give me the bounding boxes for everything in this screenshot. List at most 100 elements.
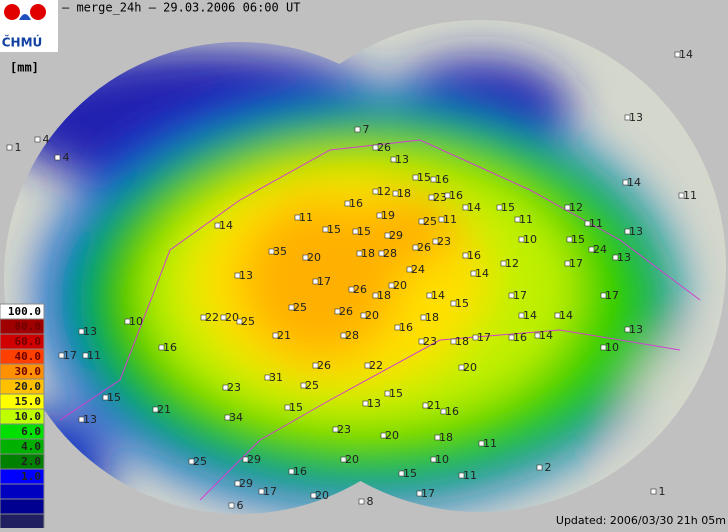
station-marker xyxy=(82,352,89,359)
station-marker xyxy=(420,314,427,321)
station-marker xyxy=(390,156,397,163)
station-value: 23 xyxy=(433,191,447,204)
station-value: 16 xyxy=(445,405,459,418)
station-marker xyxy=(584,220,591,227)
station-marker xyxy=(462,204,469,211)
station-value: 13 xyxy=(617,251,631,264)
station-marker xyxy=(302,254,309,261)
station-marker xyxy=(384,232,391,239)
station-value: 15 xyxy=(389,387,403,400)
station-marker xyxy=(312,362,319,369)
legend-swatch xyxy=(0,483,45,500)
station-marker xyxy=(518,236,525,243)
station-value: 10 xyxy=(435,453,449,466)
station-marker xyxy=(508,292,515,299)
station-marker xyxy=(354,126,361,133)
station-marker xyxy=(158,344,165,351)
station-marker xyxy=(214,222,221,229)
station-value: 20 xyxy=(315,489,329,502)
station-value: 10 xyxy=(523,233,537,246)
station-marker xyxy=(294,214,301,221)
station-marker xyxy=(322,226,329,233)
station-marker xyxy=(554,312,561,319)
station-marker xyxy=(458,364,465,371)
station-marker xyxy=(478,440,485,447)
station-marker xyxy=(372,144,379,151)
unit-label: [mm] xyxy=(10,61,39,75)
station-value: 20 xyxy=(463,361,477,374)
station-value: 26 xyxy=(417,241,431,254)
station-value: 13 xyxy=(239,269,253,282)
station-marker xyxy=(450,300,457,307)
station-marker xyxy=(564,204,571,211)
station-marker xyxy=(434,434,441,441)
station-value: 15 xyxy=(403,467,417,480)
legend-label: 4.0 xyxy=(21,440,41,453)
station-marker xyxy=(440,408,447,415)
station-marker xyxy=(152,406,159,413)
station-value: 4 xyxy=(43,133,50,146)
station-marker xyxy=(500,260,507,267)
station-marker xyxy=(222,384,229,391)
station-value: 19 xyxy=(381,209,395,222)
station-value: 29 xyxy=(239,477,253,490)
station-value: 12 xyxy=(377,185,391,198)
station-marker xyxy=(472,334,479,341)
station-value: 20 xyxy=(225,311,239,324)
legend-label: 2.0 xyxy=(21,455,41,468)
station-value: 14 xyxy=(523,309,537,322)
station-marker xyxy=(518,312,525,319)
station-marker xyxy=(678,192,685,199)
station-marker xyxy=(288,304,295,311)
station-value: 16 xyxy=(293,465,307,478)
station-marker xyxy=(406,266,413,273)
legend-label: 20.0 xyxy=(15,380,42,393)
station-marker xyxy=(340,456,347,463)
station-value: 16 xyxy=(435,173,449,186)
station-marker xyxy=(360,312,367,319)
station-value: 2 xyxy=(545,461,552,474)
station-value: 14 xyxy=(219,219,233,232)
station-value: 17 xyxy=(63,349,77,362)
station-marker xyxy=(496,204,503,211)
legend-label: 6.0 xyxy=(21,425,41,438)
station-marker xyxy=(412,174,419,181)
station-value: 21 xyxy=(427,399,441,412)
station-value: 17 xyxy=(569,257,583,270)
station-value: 25 xyxy=(293,301,307,314)
station-value: 22 xyxy=(369,359,383,372)
station-value: 13 xyxy=(629,323,643,336)
station-marker xyxy=(54,154,61,161)
station-marker xyxy=(566,236,573,243)
station-value: 25 xyxy=(241,315,255,328)
station-value: 6 xyxy=(237,499,244,512)
station-marker xyxy=(58,352,65,359)
station-marker xyxy=(372,292,379,299)
station-value: 18 xyxy=(455,335,469,348)
station-value: 18 xyxy=(397,187,411,200)
station-marker xyxy=(234,480,241,487)
logo-mark xyxy=(4,4,20,20)
station-marker xyxy=(394,324,401,331)
station-value: 15 xyxy=(357,225,371,238)
station-marker xyxy=(534,332,541,339)
station-value: 10 xyxy=(129,315,143,328)
station-marker xyxy=(416,490,423,497)
station-value: 20 xyxy=(345,453,359,466)
station-marker xyxy=(258,488,265,495)
station-marker xyxy=(352,228,359,235)
station-value: 11 xyxy=(519,213,533,226)
station-value: 20 xyxy=(393,279,407,292)
station-value: 15 xyxy=(571,233,585,246)
station-value: 14 xyxy=(467,201,481,214)
station-value: 15 xyxy=(289,401,303,414)
station-value: 14 xyxy=(475,267,489,280)
station-marker xyxy=(444,192,451,199)
station-marker xyxy=(362,400,369,407)
station-value: 13 xyxy=(395,153,409,166)
station-marker xyxy=(432,238,439,245)
station-marker xyxy=(200,314,207,321)
station-value: 13 xyxy=(629,225,643,238)
